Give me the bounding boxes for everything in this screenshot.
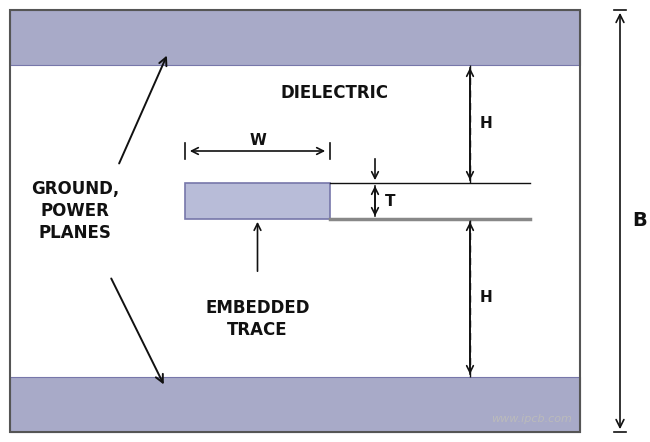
Text: H: H: [480, 290, 493, 305]
Text: T: T: [385, 194, 395, 209]
Text: www.ipcb.com: www.ipcb.com: [491, 414, 572, 424]
Bar: [10, 10, 580, 65]
Text: B: B: [632, 212, 647, 230]
Text: GROUND,
POWER
PLANES: GROUND, POWER PLANES: [31, 180, 119, 242]
Bar: [10, 65, 580, 377]
Text: EMBEDDED
TRACE: EMBEDDED TRACE: [205, 299, 310, 339]
Bar: [185, 183, 330, 219]
Text: DIELECTRIC: DIELECTRIC: [280, 84, 388, 102]
Bar: [10, 10, 580, 432]
Text: H: H: [480, 117, 493, 132]
Text: W: W: [249, 133, 266, 148]
Bar: [10, 377, 580, 432]
